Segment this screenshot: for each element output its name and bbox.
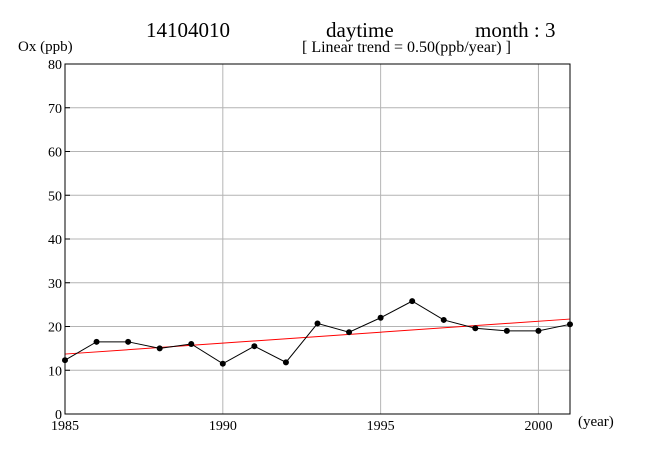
data-point (282, 359, 289, 366)
y-tick-label: 40 (48, 233, 62, 248)
period-label: daytime (326, 18, 394, 42)
trend-note: [ Linear trend = 0.50(ppb/year) ] (302, 39, 511, 56)
axis-tick-labels: 0 10 20 30 40 50 60 70 80 1985 1990 1995 2000 (48, 58, 552, 434)
data-point (188, 341, 195, 347)
data-point (503, 327, 510, 334)
data-point (535, 327, 542, 334)
y-axis-label: Ox (ppb) (18, 39, 73, 55)
linear-trend-line (64, 318, 571, 355)
y-tick-label: 60 (48, 146, 62, 161)
y-tick-label: 20 (48, 321, 62, 336)
data-point (440, 316, 447, 323)
y-tick-label: 30 (48, 277, 62, 292)
y-tick-label: 50 (48, 189, 62, 204)
y-tick-label: 10 (48, 364, 62, 379)
station-code: 14104010 (146, 18, 230, 42)
y-tick-label: 70 (48, 102, 62, 117)
data-point (125, 338, 132, 345)
data-point (219, 360, 226, 367)
trend-line-group (64, 318, 571, 355)
data-point (156, 345, 163, 352)
series-group (62, 298, 573, 367)
grid-lines (65, 64, 570, 414)
data-point (251, 343, 258, 350)
month-label: month : 3 (475, 18, 556, 42)
x-tick-label: 1990 (209, 419, 237, 434)
x-axis-unit-label: (year) (578, 414, 614, 430)
x-tick-label: 1995 (367, 419, 395, 434)
data-point (377, 314, 384, 321)
plot-frame (64, 63, 571, 415)
x-tick-label: 1985 (51, 419, 79, 434)
y-tick-label: 80 (48, 58, 62, 73)
series-line (64, 300, 571, 365)
data-point (346, 329, 353, 336)
data-point (93, 338, 100, 345)
x-tick-label: 2000 (524, 419, 552, 434)
data-point (472, 325, 479, 332)
data-point (409, 298, 416, 305)
y-tick-label: 0 (55, 408, 62, 423)
data-point (314, 320, 321, 327)
